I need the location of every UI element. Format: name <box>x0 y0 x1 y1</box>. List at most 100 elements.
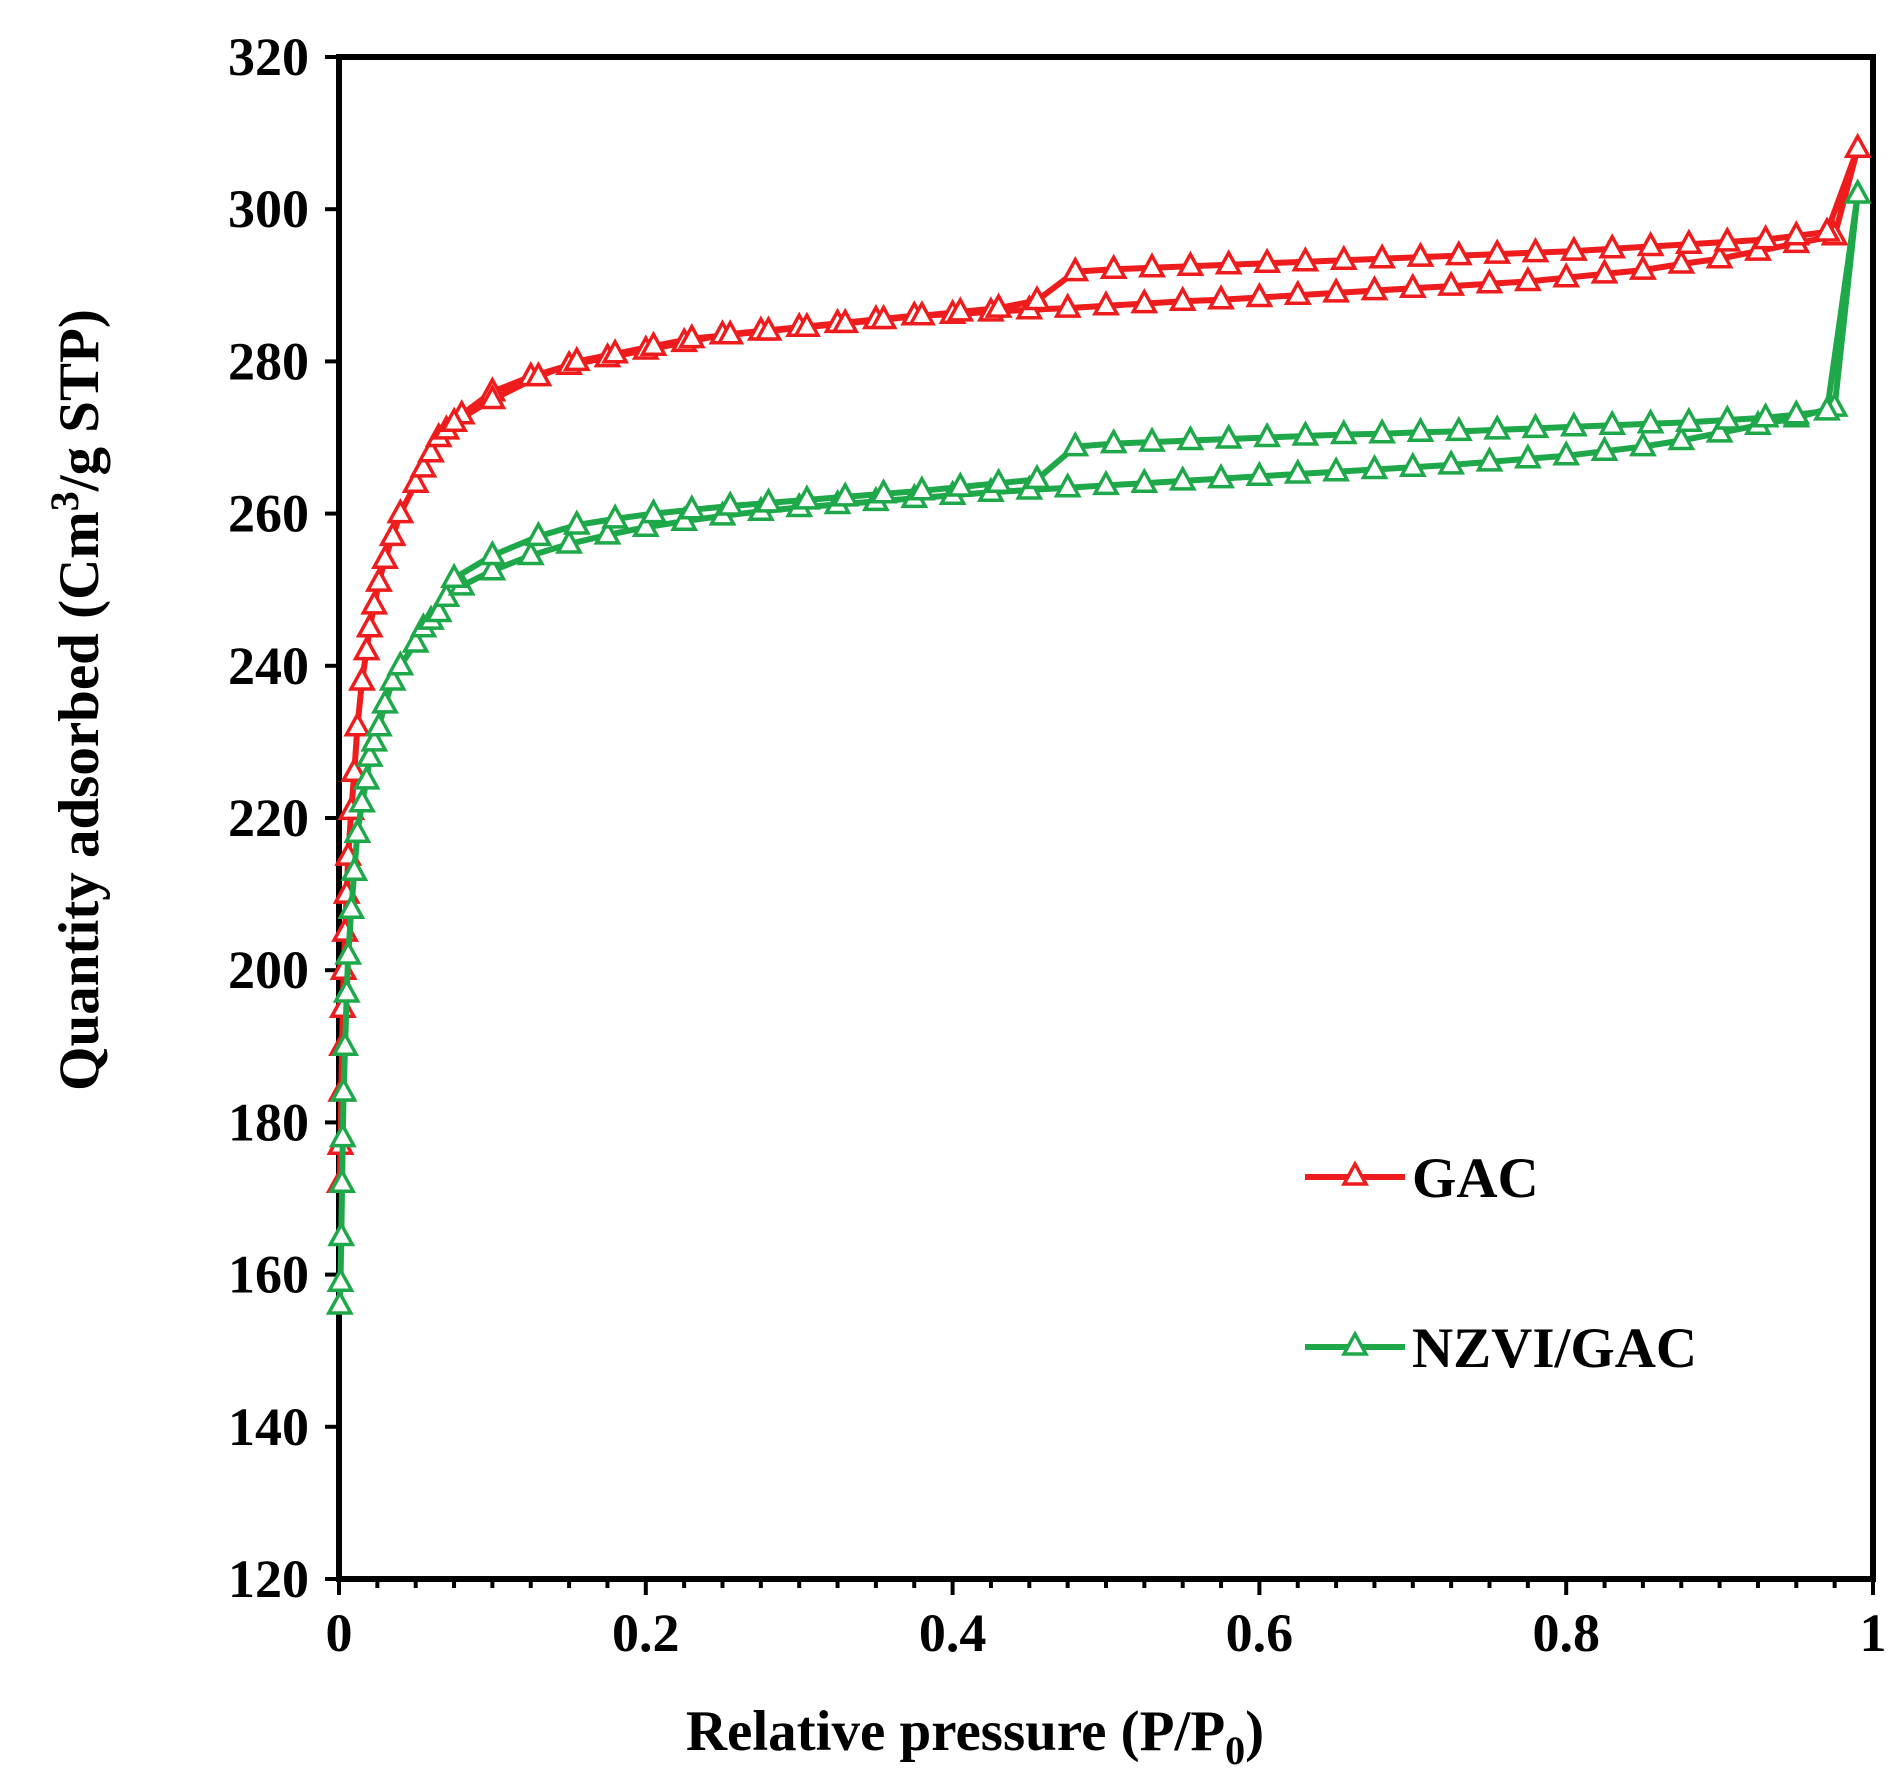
data-point-nzvi-gac <box>340 855 369 882</box>
data-point-nzvi-gac <box>1130 467 1159 493</box>
data-point-nzvi-gac <box>1283 458 1312 484</box>
data-point-nzvi-gac <box>869 478 898 504</box>
data-point-gac <box>1214 249 1243 275</box>
data-point-nzvi-gac <box>1291 420 1320 446</box>
x-axis-title-end: ) <box>1245 1700 1264 1763</box>
data-point-gac <box>1475 268 1504 294</box>
data-point-nzvi-gac <box>1253 421 1282 448</box>
y-tick-label: 160 <box>228 1245 309 1305</box>
data-point-nzvi-gac <box>1023 463 1051 490</box>
data-point-nzvi-gac <box>1214 423 1243 449</box>
y-tick-label: 260 <box>228 484 309 544</box>
legend-label-nzvi-gac: NZVI/GAC <box>1412 1317 1697 1380</box>
data-point-nzvi-gac <box>555 528 584 554</box>
y-tick-label: 300 <box>228 179 309 239</box>
data-point-nzvi-gac <box>343 817 372 843</box>
data-point-gac <box>639 330 668 356</box>
data-point-gac <box>1713 226 1742 252</box>
y-tick-label: 120 <box>228 1549 309 1609</box>
data-point-nzvi-gac <box>424 596 453 623</box>
data-point-nzvi-gac <box>1705 417 1734 443</box>
data-point-gac <box>352 634 381 661</box>
data-point-nzvi-gac <box>1483 414 1512 440</box>
series-line-nzvi-gac <box>336 191 1861 1306</box>
data-point-gac <box>869 303 898 330</box>
data-point-gac <box>907 300 936 326</box>
data-point-nzvi-gac <box>754 487 783 513</box>
data-point-gac <box>1023 284 1051 311</box>
data-point-nzvi-gac <box>371 688 399 714</box>
data-point-nzvi-gac <box>1813 395 1841 421</box>
data-point-nzvi-gac <box>1322 456 1351 482</box>
data-point-nzvi-gac <box>332 977 361 1003</box>
data-point-nzvi-gac <box>1099 427 1128 454</box>
y-axis-title-end: /g STP) <box>48 309 111 492</box>
legend-marker-gac <box>1341 1160 1369 1186</box>
y-tick-label: 280 <box>228 331 309 391</box>
data-point-gac <box>1782 220 1811 246</box>
data-point-nzvi-gac <box>1590 435 1619 461</box>
data-point-nzvi-gac <box>378 665 407 691</box>
data-point-gac <box>1322 277 1351 303</box>
data-point-gac <box>1291 246 1320 272</box>
y-tick-label: 220 <box>228 788 309 848</box>
data-point-nzvi-gac <box>601 503 630 529</box>
y-axis-title-main: Quantity adsorbed (Cm <box>48 511 111 1091</box>
data-point-gac <box>1360 274 1389 301</box>
data-point-nzvi-gac <box>401 627 430 653</box>
y-tick-label: 180 <box>228 1092 309 1152</box>
y-axis-title: Quantity adsorbed (Cm3/g STP) <box>42 309 111 1091</box>
series-layer <box>325 132 1872 1315</box>
data-point-gac <box>1176 250 1205 277</box>
data-point-nzvi-gac <box>1207 462 1235 489</box>
data-point-nzvi-gac <box>946 471 975 497</box>
data-point-gac <box>1552 262 1581 288</box>
y-tick-label: 240 <box>228 636 309 696</box>
series-line-gac <box>336 145 1861 1184</box>
x-tick-label: 0.2 <box>612 1603 680 1663</box>
data-point-gac <box>1751 223 1780 250</box>
data-point-nzvi-gac <box>348 787 376 813</box>
data-point-gac <box>1590 258 1619 284</box>
data-point-gac <box>378 520 407 547</box>
data-point-gac <box>371 543 399 570</box>
data-point-gac <box>1061 255 1090 282</box>
data-point-nzvi-gac <box>1329 418 1358 445</box>
data-point-nzvi-gac <box>1667 424 1696 451</box>
data-point-gac <box>1168 285 1197 312</box>
data-point-nzvi-gac <box>1513 443 1542 469</box>
legend-marker-nzvi-gac <box>1341 1330 1369 1356</box>
data-point-nzvi-gac <box>1406 416 1435 442</box>
data-point-nzvi-gac <box>1552 440 1581 466</box>
data-point-gac <box>417 437 445 463</box>
data-point-nzvi-gac <box>1475 446 1504 472</box>
data-point-gac <box>601 338 630 364</box>
legend-item-nzvi-gac: NZVI/GAC <box>1305 1317 1697 1380</box>
data-point-gac <box>340 756 369 783</box>
data-point-gac <box>1636 230 1665 257</box>
data-point-nzvi-gac <box>1092 469 1120 496</box>
data-point-nzvi-gac <box>1521 412 1550 439</box>
data-point-gac <box>1444 239 1473 266</box>
data-point-nzvi-gac <box>1598 409 1627 436</box>
data-point-gac <box>1368 243 1397 269</box>
data-point-nzvi-gac <box>1061 430 1090 457</box>
data-point-gac <box>984 292 1013 318</box>
data-point-gac <box>716 319 745 345</box>
data-point-nzvi-gac <box>337 893 366 920</box>
data-point-nzvi-gac <box>631 511 660 538</box>
data-point-gac <box>348 665 376 691</box>
data-point-nzvi-gac <box>364 711 393 737</box>
data-point-gac <box>1483 238 1512 264</box>
data-point-nzvi-gac <box>716 490 745 516</box>
data-point-nzvi-gac <box>440 562 469 589</box>
data-point-gac <box>1092 290 1120 316</box>
data-point-nzvi-gac <box>360 726 389 752</box>
data-point-nzvi-gac <box>325 1289 354 1315</box>
x-axis: 0 0.2 0.4 0.6 0.8 1 <box>326 1579 1887 1663</box>
data-point-nzvi-gac <box>326 1266 355 1292</box>
data-point-gac <box>1521 236 1550 263</box>
data-point-nzvi-gac <box>1751 402 1780 428</box>
data-point-gac <box>343 711 372 737</box>
